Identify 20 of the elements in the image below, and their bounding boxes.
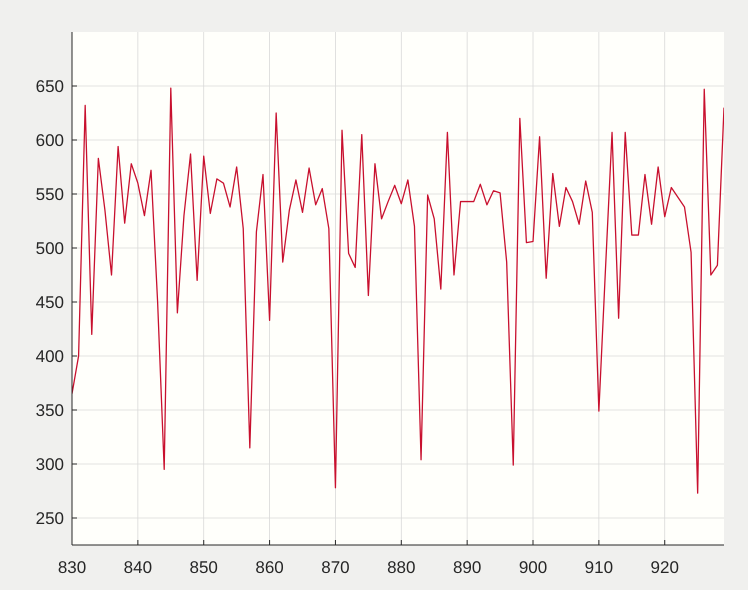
x-tick-label: 880 bbox=[387, 558, 416, 577]
x-tick-label: 860 bbox=[255, 558, 284, 577]
x-tick-label: 910 bbox=[584, 558, 614, 577]
x-tick-label: 920 bbox=[650, 558, 679, 577]
y-tick-label: 350 bbox=[36, 400, 64, 420]
x-tick-label: 840 bbox=[124, 558, 152, 577]
x-tick-label: 830 bbox=[58, 558, 86, 577]
x-tick-label: 870 bbox=[321, 558, 350, 577]
y-tick-label: 500 bbox=[36, 238, 64, 258]
y-tick-label: 300 bbox=[36, 454, 64, 474]
y-tick-label: 600 bbox=[36, 130, 64, 150]
x-tick-label: 850 bbox=[190, 558, 218, 577]
y-tick-label: 400 bbox=[36, 346, 64, 366]
y-tick-label: 650 bbox=[36, 76, 64, 96]
line-series bbox=[72, 88, 724, 494]
y-tick-label: 550 bbox=[36, 184, 64, 204]
x-tick-label: 890 bbox=[452, 558, 482, 577]
y-tick-label: 250 bbox=[36, 508, 64, 528]
y-tick-label: 450 bbox=[36, 292, 64, 312]
x-tick-label: 900 bbox=[518, 558, 548, 577]
